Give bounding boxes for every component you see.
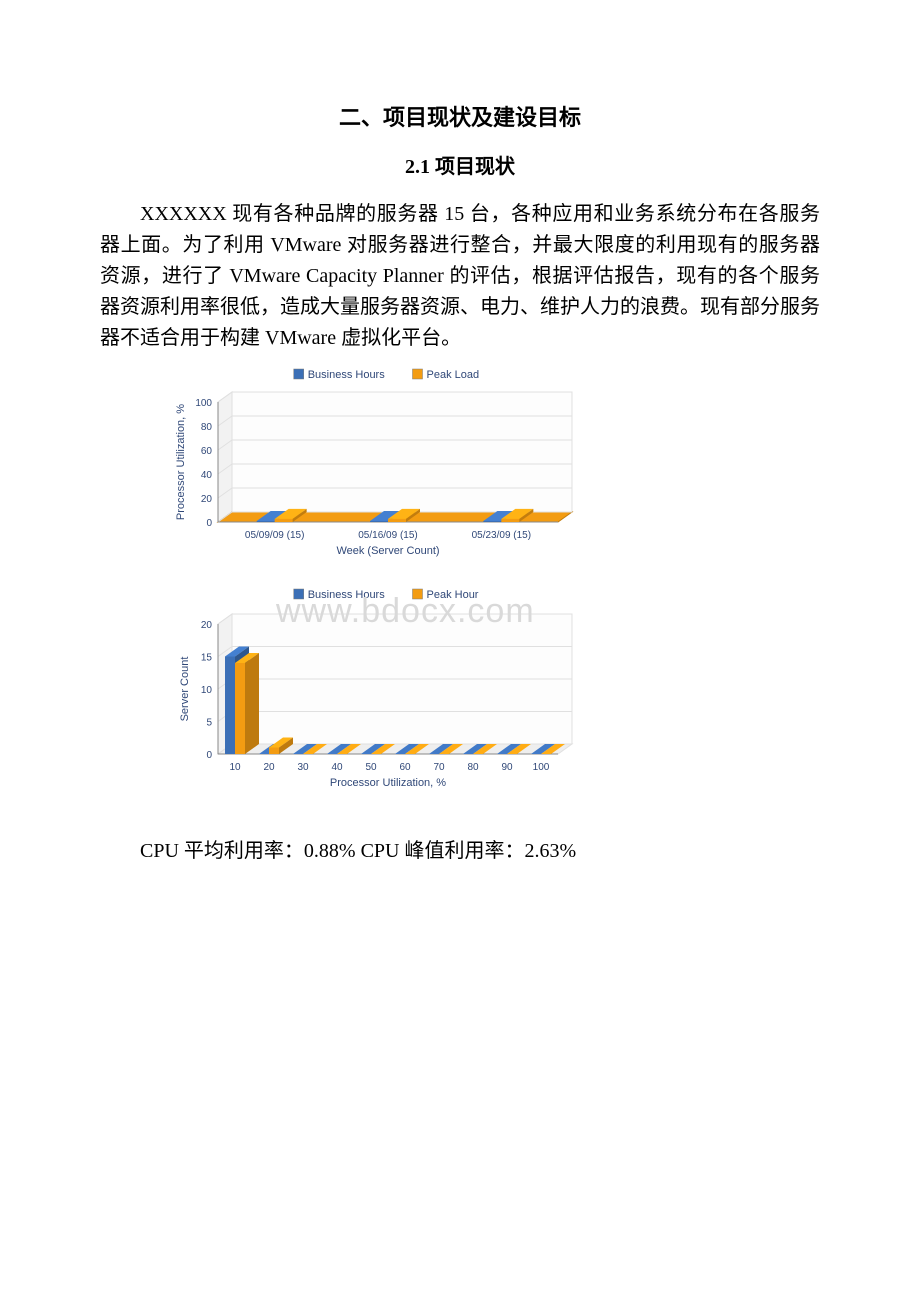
svg-text:20: 20 [201,620,213,631]
chart-cpu-utilization-over-time: Business Hours Peak Load 0 20 40 60 80 100 05/09… [156,364,576,584]
svg-text:0: 0 [206,750,212,761]
svg-text:100: 100 [195,398,212,409]
svg-text:60: 60 [399,762,411,773]
svg-text:Server Count: Server Count [179,657,191,722]
svg-text:70: 70 [433,762,445,773]
body-paragraph: XXXXXX 现有各种品牌的服务器 15 台，各种应用和业务系统分布在各服务器上… [100,199,820,354]
svg-text:Peak Load: Peak Load [427,369,480,381]
svg-text:80: 80 [467,762,479,773]
chart-area: Business HoursPeak Load02040608010005/09… [156,364,596,820]
svg-text:Peak Hour: Peak Hour [427,589,479,601]
svg-text:20: 20 [263,762,275,773]
svg-text:40: 40 [201,470,213,481]
svg-text:20: 20 [201,494,213,505]
svg-text:05/16/09 (15): 05/16/09 (15) [358,530,418,541]
svg-text:5: 5 [206,718,212,729]
svg-text:05/23/09 (15): 05/23/09 (15) [472,530,532,541]
section-heading: 二、项目现状及建设目标 [100,100,820,132]
svg-text:15: 15 [201,653,213,664]
svg-text:80: 80 [201,422,213,433]
chart-server-count-by-utilization: Business Hours Peak Hour 0 5 10 15 20 10 20 30 40 5… [156,584,576,820]
svg-text:Business Hours: Business Hours [308,369,386,381]
svg-text:10: 10 [229,762,241,773]
svg-text:Processor Utilization, %: Processor Utilization, % [330,777,446,789]
subsection-heading: 2.1 项目现状 [100,150,820,179]
chart-caption: CPU 平均利用率：0.88% CPU 峰值利用率：2.63% [100,834,820,863]
svg-text:05/09/09 (15): 05/09/09 (15) [245,530,305,541]
svg-text:40: 40 [331,762,343,773]
svg-text:10: 10 [201,685,213,696]
svg-text:30: 30 [297,762,309,773]
svg-text:Processor Utilization, %: Processor Utilization, % [175,404,187,520]
svg-text:Business Hours: Business Hours [308,589,386,601]
svg-text:100: 100 [533,762,550,773]
svg-text:50: 50 [365,762,377,773]
svg-text:0: 0 [206,518,212,529]
svg-text:60: 60 [201,446,213,457]
svg-text:90: 90 [501,762,513,773]
svg-text:Week (Server Count): Week (Server Count) [336,545,439,557]
